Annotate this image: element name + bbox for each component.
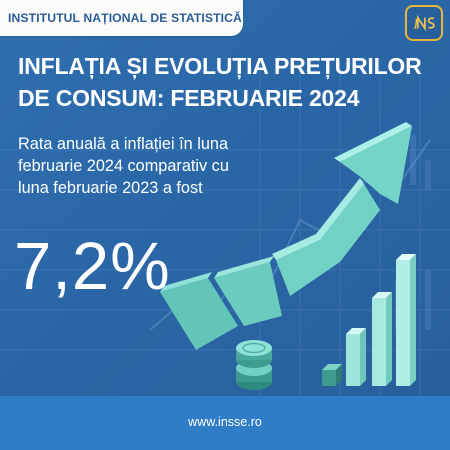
bar-chart-icon	[322, 254, 416, 386]
inflation-rate-value: 7,2%	[14, 229, 171, 304]
logo-icon: I	[405, 5, 443, 41]
description-line-3: luna februarie 2023 a fost	[18, 179, 203, 197]
page-title: INFLAȚIA ȘI EVOLUȚIA PREȚURILOR DE CONSU…	[18, 50, 438, 114]
growth-illustration	[160, 122, 416, 390]
logo-mark: I	[412, 14, 435, 32]
title-line-1: INFLAȚIA ȘI EVOLUȚIA PREȚURILOR	[18, 53, 422, 79]
institution-name: INSTITUTUL NAȚIONAL DE STATISTICĂ	[8, 11, 242, 25]
website-url[interactable]: www.insse.ro	[188, 415, 262, 429]
description-line-2: februarie 2024 comparativ cu	[18, 157, 229, 175]
footer-bar: www.insse.ro	[0, 396, 450, 450]
growth-arrow-icon	[160, 122, 412, 350]
title-line-2: DE CONSUM: FEBRUARIE 2024	[18, 85, 360, 111]
description-line-1: Rata anuală a inflației în luna	[18, 135, 228, 153]
description: Rata anuală a inflației în luna februari…	[18, 133, 258, 199]
svg-text:I: I	[412, 16, 419, 32]
coin-stack-icon	[236, 340, 272, 390]
institution-tag: INSTITUTUL NAȚIONAL DE STATISTICĂ	[0, 0, 243, 36]
